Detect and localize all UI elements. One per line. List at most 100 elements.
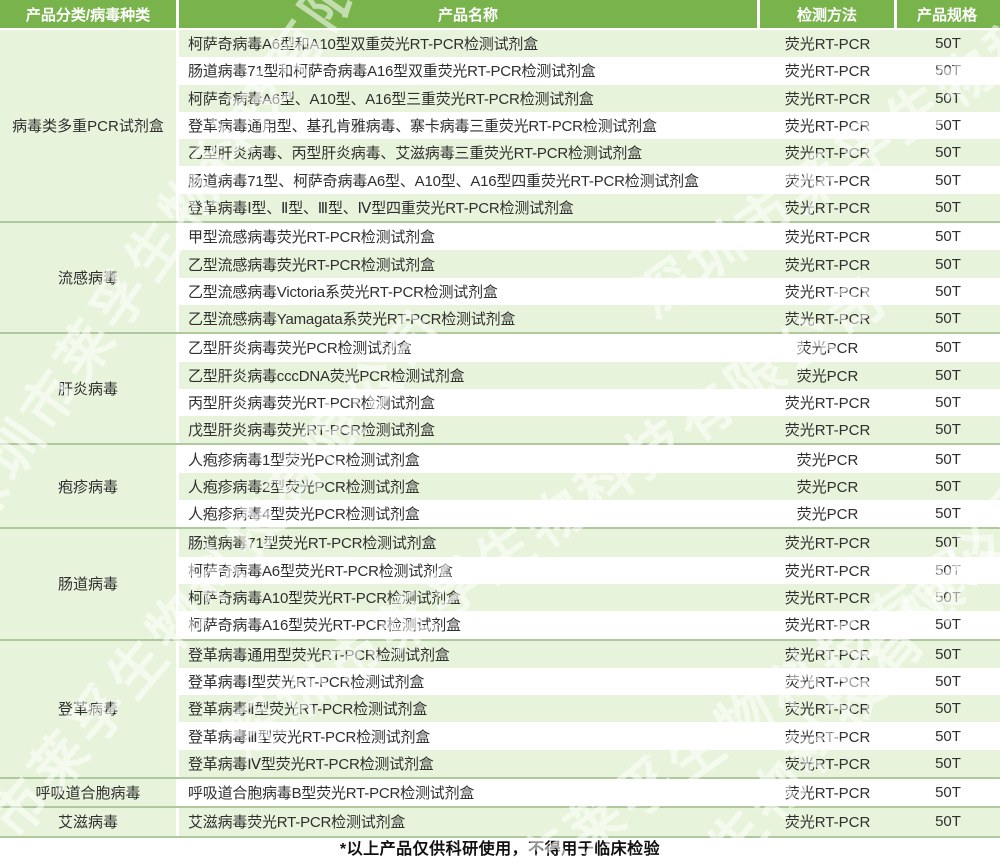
method-cell: 荧光RT-PCR (784, 90, 871, 108)
table-row: 乙型流感病毒荧光RT-PCR检测试剂盒 荧光RT-PCR 50T (179, 250, 1000, 278)
method-cell: 荧光RT-PCR (784, 199, 871, 217)
category-cell: 肝炎病毒 (0, 334, 179, 444)
category-group: 登革病毒 登革病毒通用型荧光RT-PCR检测试剂盒 荧光RT-PCR 50T 登革病毒Ⅰ… (0, 638, 1000, 778)
table-body: 病毒类多重PCR试剂盒 柯萨奇病毒A6型和A10型双重荧光RT-PCR检测试剂盒荧… (0, 30, 1000, 836)
spec-cell: 50T (935, 505, 961, 523)
spec-cell: 50T (935, 366, 961, 384)
category-group: 肝炎病毒 乙型肝炎病毒荧光PCR检测试剂盒 荧光PCR 50T 乙型肝炎病毒cccDNA… (0, 332, 1000, 444)
product-name-cell: 登革病毒Ⅰ型荧光RT-PCR检测试剂盒 (188, 673, 425, 691)
table-header-row: 产品分类/病毒种类 产品名称 检测方法 产品规格 (0, 0, 1000, 30)
product-name-cell: 乙型流感病毒Yamagata系荧光RT-PCR检测试剂盒 (188, 311, 516, 329)
spec-cell: 50T (935, 282, 961, 300)
table-row: 人疱疹病毒1型荧光PCR检测试剂盒 荧光PCR 50T (179, 445, 1000, 473)
table-row: 柯萨奇病毒A10型荧光RT-PCR检测试剂盒 荧光RT-PCR 50T (179, 583, 1000, 612)
product-name-cell: 登革病毒Ⅳ型荧光RT-PCR检测试剂盒 (188, 755, 434, 773)
category-group: 病毒类多重PCR试剂盒 柯萨奇病毒A6型和A10型双重荧光RT-PCR检测试剂盒荧… (0, 30, 1000, 222)
spec-cell: 50T (935, 89, 961, 107)
product-name-cell: 乙型肝炎病毒、丙型肝炎病毒、艾滋病毒三重荧光RT-PCR检测试剂盒 (188, 145, 642, 163)
product-name-cell: 登革病毒通用型、基孔肯雅病毒、寨卡病毒三重荧光RT-PCR检测试剂盒 (188, 118, 657, 136)
product-name-cell: 柯萨奇病毒A10型荧光RT-PCR检测试剂盒 (188, 590, 461, 608)
column-header-product-name: 产品名称 (179, 0, 760, 28)
category-group: 艾滋病毒 艾滋病毒荧光RT-PCR检测试剂盒 荧光RT-PCR 50T (0, 806, 1000, 836)
spec-cell: 50T (935, 144, 961, 162)
product-name-cell: 甲型流感病毒荧光RT-PCR检测试剂盒 (188, 229, 435, 247)
table-row: 登革病毒Ⅳ型荧光RT-PCR检测试剂盒 荧光RT-PCR 50T (179, 749, 1000, 778)
group-rows: 艾滋病毒荧光RT-PCR检测试剂盒 荧光RT-PCR 50T (179, 808, 1000, 836)
category-cell: 艾滋病毒 (0, 808, 179, 836)
method-cell: 荧光RT-PCR (784, 646, 871, 664)
method-cell: 荧光RT-PCR (784, 172, 871, 190)
spec-cell: 50T (935, 477, 961, 495)
product-name-cell: 登革病毒通用型荧光RT-PCR检测试剂盒 (188, 646, 450, 664)
product-name-cell: 丙型肝炎病毒荧光RT-PCR检测试剂盒 (188, 395, 435, 412)
method-cell: 荧光RT-PCR (784, 617, 871, 635)
spec-cell: 50T (935, 784, 961, 802)
table-row: 乙型流感病毒Yamagata系荧光RT-PCR检测试剂盒 荧光RT-PCR 50T (179, 304, 1000, 333)
group-rows: 乙型肝炎病毒荧光PCR检测试剂盒 荧光PCR 50T 乙型肝炎病毒cccDNA荧光PC… (179, 334, 1000, 444)
category-group: 疱疹病毒 人疱疹病毒1型荧光PCR检测试剂盒 荧光PCR 50T 人疱疹病毒2型荧光PC… (0, 443, 1000, 528)
method-cell: 荧光RT-PCR (784, 283, 871, 301)
product-name-cell: 柯萨奇病毒A6型荧光RT-PCR检测试剂盒 (188, 562, 453, 580)
method-cell: 荧光RT-PCR (784, 118, 871, 136)
product-name-cell: 人疱疹病毒4型荧光PCR检测试剂盒 (188, 506, 420, 524)
table-row: 乙型流感病毒Victoria系荧光RT-PCR检测试剂盒 荧光RT-PCR 50T (179, 277, 1000, 305)
table-row: 乙型肝炎病毒、丙型肝炎病毒、艾滋病毒三重荧光RT-PCR检测试剂盒 荧光RT-PC… (179, 139, 1000, 167)
column-header-spec: 产品规格 (916, 6, 977, 24)
method-cell: 荧光PCR (796, 340, 859, 358)
product-name-cell: 肠道病毒71型、柯萨奇病毒A6型、A10型、A16型四重荧光RT-PCR检测试剂… (188, 172, 699, 190)
method-cell: 荧光RT-PCR (784, 311, 871, 329)
category-group: 肠道病毒 肠道病毒71型荧光RT-PCR检测试剂盒 荧光RT-PCR 50T 柯萨奇病毒… (0, 527, 1000, 639)
product-name-cell: 呼吸道合胞病毒B型荧光RT-PCR检测试剂盒 (188, 785, 475, 803)
table-bottom-divider (0, 835, 1000, 838)
method-cell: 荧光RT-PCR (784, 63, 871, 81)
method-cell: 荧光RT-PCR (784, 701, 871, 719)
group-rows: 人疱疹病毒1型荧光PCR检测试剂盒 荧光PCR 50T 人疱疹病毒2型荧光PCR检测试… (179, 445, 1000, 528)
product-name-cell: 登革病毒Ⅰ型、Ⅱ型、Ⅲ型、Ⅳ型四重荧光RT-PCR检测试剂盒 (188, 199, 574, 217)
method-cell: 荧光RT-PCR (784, 395, 871, 412)
table-row: 登革病毒Ⅰ型荧光RT-PCR检测试剂盒 荧光RT-PCR 50T (179, 667, 1000, 696)
method-cell: 荧光RT-PCR (784, 535, 871, 553)
table-row: 柯萨奇病毒A6型和A10型双重荧光RT-PCR检测试剂盒 荧光RT-PCR 50T (179, 30, 1000, 58)
spec-cell: 50T (935, 35, 961, 53)
table-row: 登革病毒通用型荧光RT-PCR检测试剂盒 荧光RT-PCR 50T (179, 640, 1000, 668)
table-row: 登革病毒Ⅲ型荧光RT-PCR检测试剂盒 荧光RT-PCR 50T (179, 722, 1000, 750)
product-name-cell: 乙型流感病毒Victoria系荧光RT-PCR检测试剂盒 (188, 283, 498, 301)
method-cell: 荧光PCR (796, 506, 859, 524)
category-cell: 肠道病毒 (0, 529, 179, 639)
group-rows: 登革病毒通用型荧光RT-PCR检测试剂盒 荧光RT-PCR 50T 登革病毒Ⅰ型荧光R… (179, 640, 1000, 778)
product-name-cell: 乙型流感病毒荧光RT-PCR检测试剂盒 (188, 256, 435, 274)
spec-cell: 50T (935, 672, 961, 690)
table-row: 戊型肝炎病毒荧光RT-PCR检测试剂盒 荧光RT-PCR 50T (179, 416, 1000, 444)
spec-cell: 50T (935, 171, 961, 189)
spec-cell: 50T (935, 645, 961, 663)
method-cell: 荧光RT-PCR (784, 229, 871, 247)
method-cell: 荧光RT-PCR (784, 590, 871, 608)
column-header-method: 检测方法 (760, 0, 897, 28)
table-row: 艾滋病毒荧光RT-PCR检测试剂盒 荧光RT-PCR 50T (179, 808, 1000, 836)
spec-cell: 50T (935, 228, 961, 246)
category-cell: 登革病毒 (0, 640, 179, 778)
table-row: 登革病毒Ⅱ型荧光RT-PCR检测试剂盒 荧光RT-PCR 50T (179, 695, 1000, 723)
table-row: 肠道病毒71型、柯萨奇病毒A6型、A10型、A16型四重荧光RT-PCR检测试剂… (179, 166, 1000, 194)
spec-cell: 50T (935, 450, 961, 468)
product-name-cell: 肠道病毒71型荧光RT-PCR检测试剂盒 (188, 535, 437, 553)
method-cell: 荧光RT-PCR (784, 145, 871, 163)
spec-cell: 50T (935, 339, 961, 357)
spec-cell: 50T (935, 534, 961, 552)
product-name-cell: 柯萨奇病毒A6型和A10型双重荧光RT-PCR检测试剂盒 (188, 36, 539, 54)
spec-cell: 50T (935, 62, 961, 80)
method-cell: 荧光PCR (796, 478, 859, 496)
spec-cell: 50T (935, 727, 961, 745)
category-cell: 疱疹病毒 (0, 445, 179, 528)
spec-cell: 50T (935, 394, 961, 411)
spec-cell: 50T (935, 754, 961, 772)
table-row: 肠道病毒71型荧光RT-PCR检测试剂盒 荧光RT-PCR 50T (179, 529, 1000, 557)
category-cell: 流感病毒 (0, 223, 179, 333)
group-rows: 甲型流感病毒荧光RT-PCR检测试剂盒 荧光RT-PCR 50T 乙型流感病毒荧光RT… (179, 223, 1000, 333)
category-group: 流感病毒 甲型流感病毒荧光RT-PCR检测试剂盒 荧光RT-PCR 50T 乙型流感病毒… (0, 221, 1000, 333)
method-cell: 荧光RT-PCR (784, 562, 871, 580)
spec-cell: 50T (935, 813, 961, 831)
product-name-cell: 戊型肝炎病毒荧光RT-PCR检测试剂盒 (188, 422, 435, 440)
method-cell: 荧光RT-PCR (784, 814, 871, 832)
